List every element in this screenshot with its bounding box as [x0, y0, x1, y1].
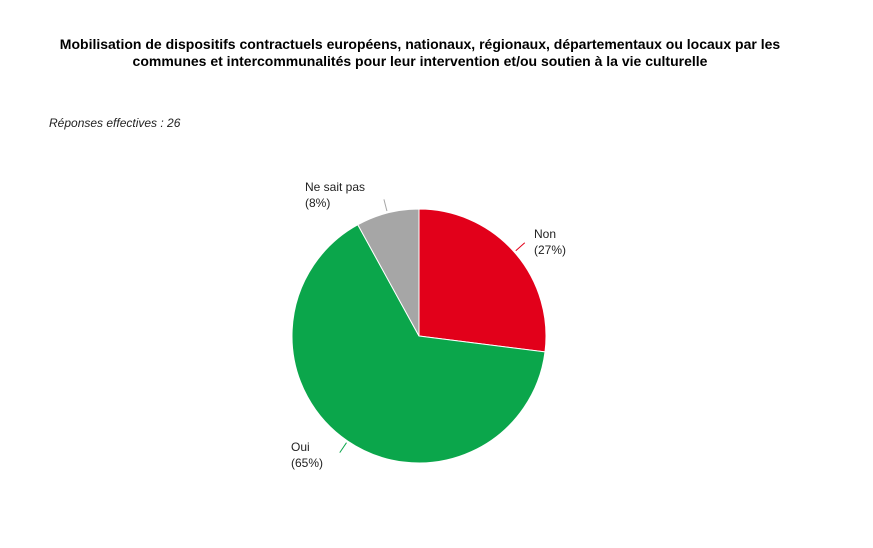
leader-line — [383, 199, 388, 212]
pie-slice-ne-sait-pas — [357, 208, 420, 337]
leader-line — [515, 242, 526, 252]
pie-slice-non — [418, 208, 547, 353]
slice-label: Non — [534, 227, 556, 241]
slice-value-label: (27%) — [534, 243, 566, 257]
pie-slice-oui — [291, 224, 546, 464]
chart-title: Mobilisation de dispositifs contractuels… — [59, 36, 781, 69]
slice-label: Oui — [291, 440, 310, 454]
slice-value-label: (8%) — [305, 196, 330, 210]
slice-label: Ne sait pas — [305, 180, 365, 194]
leader-line — [339, 442, 347, 453]
slice-value-label: (65%) — [291, 456, 323, 470]
chart-subtitle: Réponses effectives : 26 — [49, 116, 181, 130]
